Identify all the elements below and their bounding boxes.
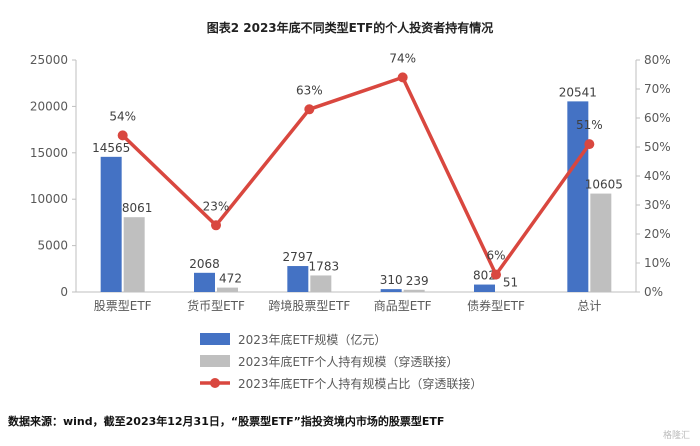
line-point-label: 6%	[486, 249, 505, 263]
watermark: 格隆汇	[662, 431, 690, 441]
line-holding-ratio	[121, 75, 591, 279]
bar-etf-size-label: 2068	[189, 257, 220, 271]
line-point-holding-ratio	[491, 269, 501, 280]
bar-individual-holding	[217, 287, 238, 292]
x-tick-label: 货币型ETF	[187, 298, 245, 313]
line-point-label: 63%	[296, 83, 323, 97]
y2-tick-label: 70%	[644, 82, 671, 96]
legend-swatch-individual-holding	[200, 355, 230, 367]
bar-etf-size	[380, 289, 402, 292]
y-tick-label: 5000	[37, 239, 68, 253]
bar-individual-holding	[310, 275, 332, 292]
bar-individual-holding-label: 10605	[585, 178, 623, 192]
bar-individual-holding	[123, 217, 145, 292]
line-point-label: 74%	[389, 51, 416, 65]
y-tick-label: 10000	[30, 192, 68, 206]
y2-tick-label: 80%	[644, 53, 671, 67]
bar-etf-size	[287, 266, 309, 292]
line-point-holding-ratio	[584, 139, 595, 150]
bar-individual-holding	[403, 289, 425, 292]
bar-individual-holding-label: 8061	[122, 201, 153, 215]
line-point-label: 51%	[576, 118, 603, 132]
y2-tick-label: 50%	[644, 140, 671, 154]
line-point-holding-ratio	[211, 220, 221, 231]
x-tick-label: 债券型ETF	[467, 298, 525, 313]
y-tick-label: 20000	[30, 99, 68, 113]
y2-tick-label: 30%	[644, 198, 671, 212]
y-tick-label: 15000	[30, 146, 68, 160]
x-tick-label: 跨境股票型ETF	[268, 298, 350, 313]
bar-etf-size	[100, 156, 122, 292]
line-point-label: 54%	[109, 109, 136, 123]
bar-etf-size	[567, 101, 589, 292]
y-tick-label: 25000	[30, 53, 68, 67]
bar-etf-size	[194, 272, 215, 292]
legend-label-etf-size: 2023年底ETF规模（亿元）	[238, 332, 386, 347]
bar-individual-holding	[590, 193, 612, 292]
legend-label-individual-holding: 2023年底ETF个人持有规模（穿透联接）	[238, 354, 458, 369]
y2-tick-label: 60%	[644, 111, 671, 125]
source-note: 数据来源：wind，截至2023年12月31日，“股票型ETF”指投资境内市场的…	[8, 415, 445, 428]
bar-individual-holding-label: 472	[219, 272, 242, 286]
legend-label-holding-ratio: 2023年底ETF个人持有规模占比（穿透联接）	[238, 376, 482, 391]
bar-individual-holding-label: 51	[503, 276, 518, 290]
y2-tick-label: 40%	[644, 169, 671, 183]
y2-tick-label: 0%	[644, 285, 663, 299]
line-point-holding-ratio	[397, 72, 408, 83]
bar-individual-holding-label: 1783	[309, 259, 340, 273]
bar-etf-size-label: 2797	[283, 250, 314, 264]
bar-etf-size-label: 802	[473, 269, 496, 283]
y2-tick-label: 20%	[644, 227, 671, 241]
legend-marker-holding-ratio	[210, 378, 220, 388]
bar-etf-size-label: 20541	[559, 85, 597, 99]
chart-title: 图表2 2023年底不同类型ETF的个人投资者持有情况	[206, 21, 494, 35]
line-point-holding-ratio	[304, 104, 315, 115]
bar-etf-size	[474, 284, 495, 292]
x-tick-label: 商品型ETF	[374, 298, 432, 313]
bar-etf-size-label: 310	[380, 273, 403, 287]
y-tick-label: 0	[60, 285, 68, 299]
bar-individual-holding-label: 239	[406, 274, 429, 288]
bar-etf-size-label: 14565	[92, 141, 130, 155]
x-tick-label: 股票型ETF	[94, 299, 152, 313]
line-point-holding-ratio	[117, 130, 128, 141]
x-tick-label: 总计	[577, 299, 601, 313]
legend-swatch-etf-size	[200, 333, 230, 345]
y2-tick-label: 10%	[644, 256, 671, 270]
line-point-label: 23%	[203, 199, 230, 213]
